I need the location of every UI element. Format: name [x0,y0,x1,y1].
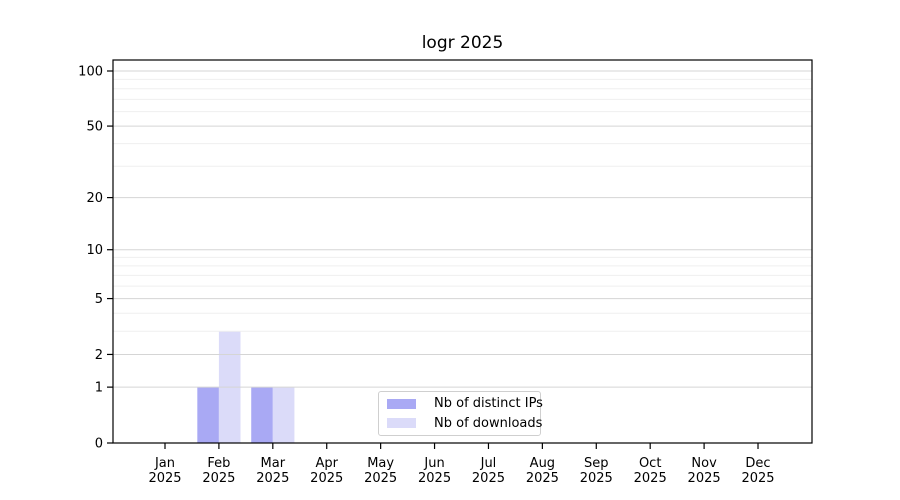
legend-item-distinct-ips: Nb of distinct IPs [379,395,543,413]
legend-label-downloads: Nb of downloads [434,415,543,431]
y-tick-label-10: 10 [86,243,103,258]
plot-border [112,59,813,444]
x-tick-label-month-jul: Jul [480,456,497,471]
x-tick-label-year-jul: 2025 [472,471,505,486]
x-tick-label-year-may: 2025 [364,471,397,486]
x-tick-label-year-mar: 2025 [256,471,289,486]
x-tick-label-year-feb: 2025 [202,471,235,486]
y-tick-label-100: 100 [78,64,103,79]
x-tick-label-year-dec: 2025 [741,471,774,486]
y-tick-label-1: 1 [95,381,103,396]
x-tick-label-month-mar: Mar [261,456,286,471]
legend-item-downloads: Nb of downloads [379,414,543,432]
x-tick-label-month-may: May [367,456,394,471]
bar-downloads-mar [272,387,295,443]
x-tick-label-month-nov: Nov [691,456,717,471]
bar-distinct-ips-mar [251,387,273,443]
x-tick-label-month-sep: Sep [584,456,609,471]
y-tick-label-50: 50 [86,120,103,135]
x-tick-label-year-jun: 2025 [418,471,451,486]
y-tick-label-20: 20 [86,191,103,206]
distinct-ips-swatch-icon [387,398,416,409]
x-tick-label-year-aug: 2025 [526,471,559,486]
legend: Nb of distinct IPs Nb of downloads [378,391,543,436]
x-tick-label-year-jan: 2025 [148,471,181,486]
x-tick-label-month-aug: Aug [530,456,555,471]
chart-title: logr 2025 [421,33,504,53]
y-tick-label-0: 0 [95,437,103,452]
legend-label-distinct-ips: Nb of distinct IPs [434,396,543,412]
x-tick-label-year-oct: 2025 [634,471,667,486]
x-tick-label-year-apr: 2025 [310,471,343,486]
x-tick-label-year-nov: 2025 [688,471,721,486]
y-tick-label-5: 5 [95,292,103,307]
x-tick-label-month-feb: Feb [207,456,230,471]
y-tick-label-2: 2 [95,348,103,363]
x-tick-label-month-jan: Jan [154,456,175,471]
x-tick-label-year-sep: 2025 [580,471,613,486]
x-tick-label-month-apr: Apr [315,456,338,471]
x-tick-label-month-oct: Oct [639,456,661,471]
x-tick-label-month-jun: Jun [423,456,444,471]
x-tick-label-month-dec: Dec [745,456,770,471]
bar-distinct-ips-feb [197,387,219,443]
downloads-swatch-icon [387,418,416,429]
